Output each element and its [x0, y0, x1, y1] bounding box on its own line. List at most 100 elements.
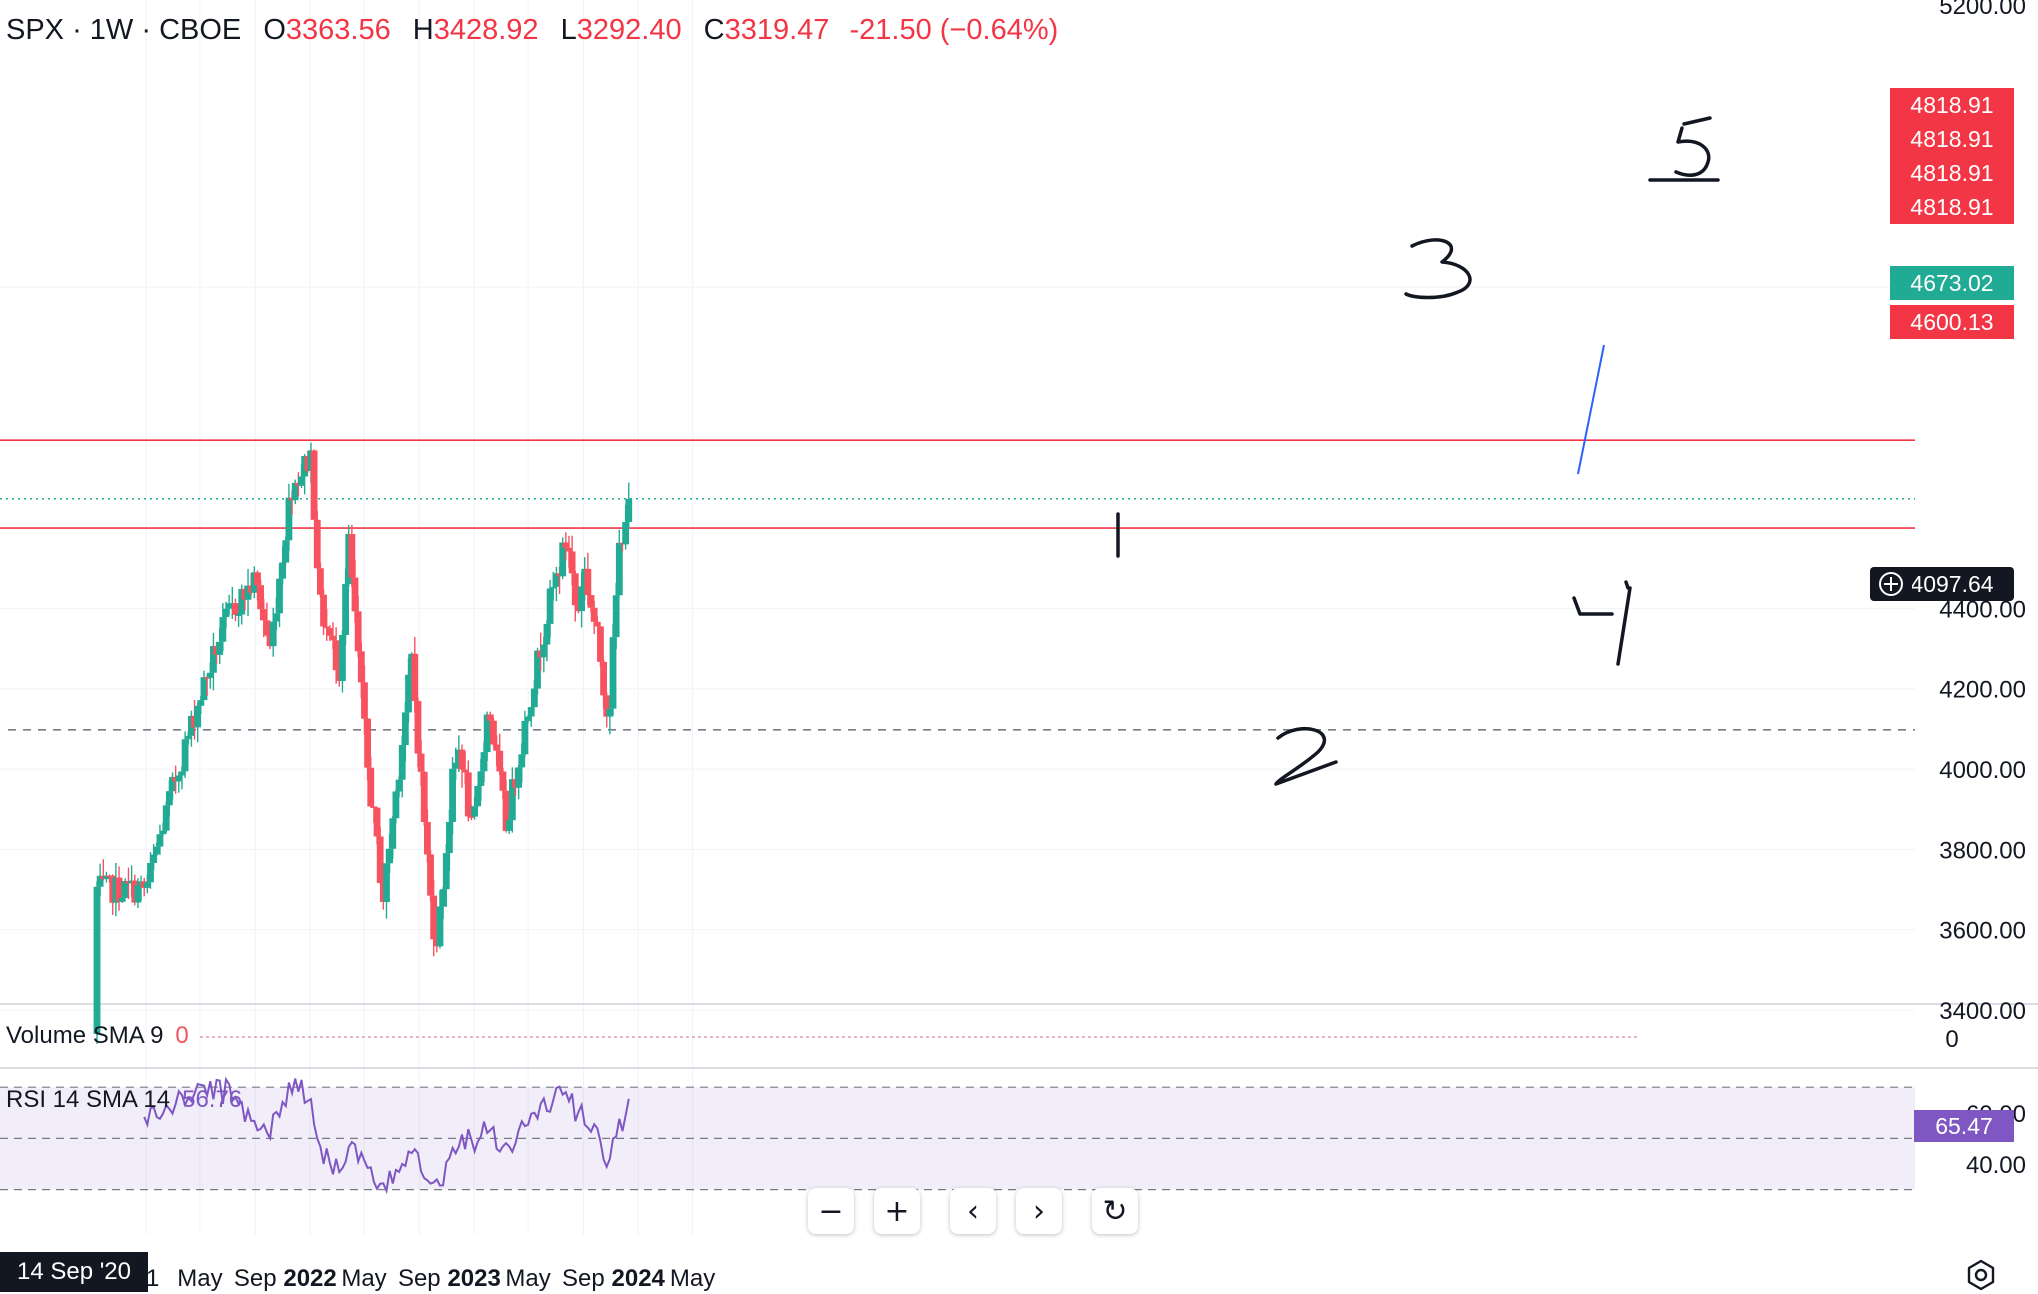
candle-body: [442, 853, 450, 890]
candle-body: [317, 568, 324, 595]
candle-body: [527, 707, 535, 717]
candle-body: [181, 739, 189, 772]
scroll-left-button[interactable]: ‹: [950, 1188, 996, 1234]
candle-body: [175, 775, 183, 782]
candle-body: [524, 716, 532, 721]
high-key: H: [412, 14, 434, 46]
candle-body: [326, 628, 334, 636]
candle-body: [279, 562, 287, 579]
candle-body: [449, 768, 456, 822]
candle-body: [606, 708, 614, 717]
price-label-badge: [1890, 190, 2014, 224]
add-alert-icon[interactable]: [1870, 567, 1912, 601]
zoom-out-button[interactable]: −: [808, 1188, 854, 1234]
candle-body: [178, 771, 186, 776]
candle-body: [414, 701, 422, 754]
candle-body: [320, 594, 327, 627]
candle-body: [165, 791, 173, 806]
candle-body: [210, 646, 217, 673]
candle-body: [571, 573, 579, 606]
volume-scale-label: 0: [1945, 1026, 1958, 1053]
candle-body: [203, 677, 211, 679]
close-value: 3319.47: [724, 14, 830, 46]
candle-body: [313, 519, 321, 569]
candlestick-series: [93, 442, 633, 1044]
low-key: L: [560, 14, 577, 46]
candle-body: [364, 718, 372, 768]
candle-body: [276, 578, 283, 614]
volume-indicator-legend[interactable]: Volume SMA 9 0: [6, 1022, 189, 1050]
price-label-badge: [1890, 266, 2014, 300]
candle-body: [370, 806, 378, 808]
candle-body: [339, 635, 346, 682]
candle-body: [584, 568, 592, 596]
candle-body: [474, 786, 482, 807]
candle-body: [383, 863, 390, 902]
price-label-text: 4818.91: [1910, 92, 1993, 118]
candle-body: [194, 705, 202, 728]
candle-body: [546, 588, 554, 624]
candle-body: [357, 651, 365, 683]
candle-body: [603, 695, 611, 717]
candle-body: [625, 498, 633, 522]
zoom-in-button[interactable]: +: [874, 1188, 920, 1234]
candle-body: [159, 830, 167, 835]
candle-body: [518, 754, 526, 768]
price-label-badge: [1890, 88, 2014, 122]
candle-body: [590, 607, 598, 622]
open-key: O: [263, 14, 286, 46]
price-label-text: 4818.91: [1910, 194, 1993, 220]
candle-body: [147, 862, 154, 883]
price-label-text: 4818.91: [1910, 126, 1993, 152]
candle-body: [515, 767, 523, 788]
symbol-title[interactable]: SPX · 1W · CBOE: [6, 14, 242, 46]
candle-body: [162, 805, 170, 831]
candle-body: [238, 588, 246, 615]
candle-body: [622, 521, 630, 545]
high-value: 3428.92: [433, 14, 539, 46]
candle-body: [367, 767, 375, 807]
price-label-text: 4818.91: [1910, 160, 1993, 186]
x-tick-label: Sep: [234, 1265, 277, 1292]
candle-body: [521, 720, 529, 755]
wave-label-3: [1404, 238, 1472, 300]
candle-body: [540, 644, 548, 658]
candle-body: [184, 735, 192, 740]
candle-body: [222, 608, 230, 618]
x-tick-label: May: [177, 1265, 222, 1292]
volume-title: Volume SMA 9: [6, 1022, 164, 1049]
gear-icon[interactable]: [1964, 1258, 1998, 1292]
candle-body: [260, 609, 268, 621]
candle-body: [417, 753, 425, 772]
y-tick-label: 3400.00: [1939, 998, 2026, 1025]
candle-body: [93, 886, 101, 1035]
wave-annotations: [1116, 116, 1720, 786]
candle-body: [272, 613, 280, 622]
candle-body: [496, 750, 504, 772]
rsi-badge: [1914, 1110, 2014, 1142]
candle-body: [348, 534, 356, 578]
candle-body: [269, 621, 277, 647]
scroll-right-button[interactable]: ›: [1016, 1188, 1062, 1234]
candle-body: [342, 584, 349, 636]
candle-body: [436, 906, 444, 947]
rsi-title: RSI 14 SMA 14: [6, 1086, 171, 1113]
x-tick-label: May: [670, 1265, 715, 1292]
candle-body: [464, 772, 472, 817]
rsi-indicator-legend[interactable]: RSI 14 SMA 14 56.76: [6, 1086, 242, 1114]
candle-body: [389, 818, 397, 849]
y-tick-label: 4000.00: [1939, 757, 2026, 784]
candle-body: [254, 572, 261, 586]
rsi-value: 56.76: [182, 1086, 243, 1113]
x-tick-label: May: [505, 1265, 550, 1292]
candle-body: [559, 542, 567, 577]
x-tick-label: Sep: [398, 1265, 441, 1292]
rsi-line: [143, 1076, 630, 1195]
candle-body: [600, 661, 607, 696]
candle-body: [597, 626, 604, 662]
reset-chart-button[interactable]: ↻: [1092, 1188, 1138, 1234]
symbol-header: SPX · 1W · CBOE O3363.56 H3428.92 L3292.…: [6, 14, 1058, 47]
candle-body: [480, 752, 488, 772]
candle-body: [323, 626, 331, 629]
